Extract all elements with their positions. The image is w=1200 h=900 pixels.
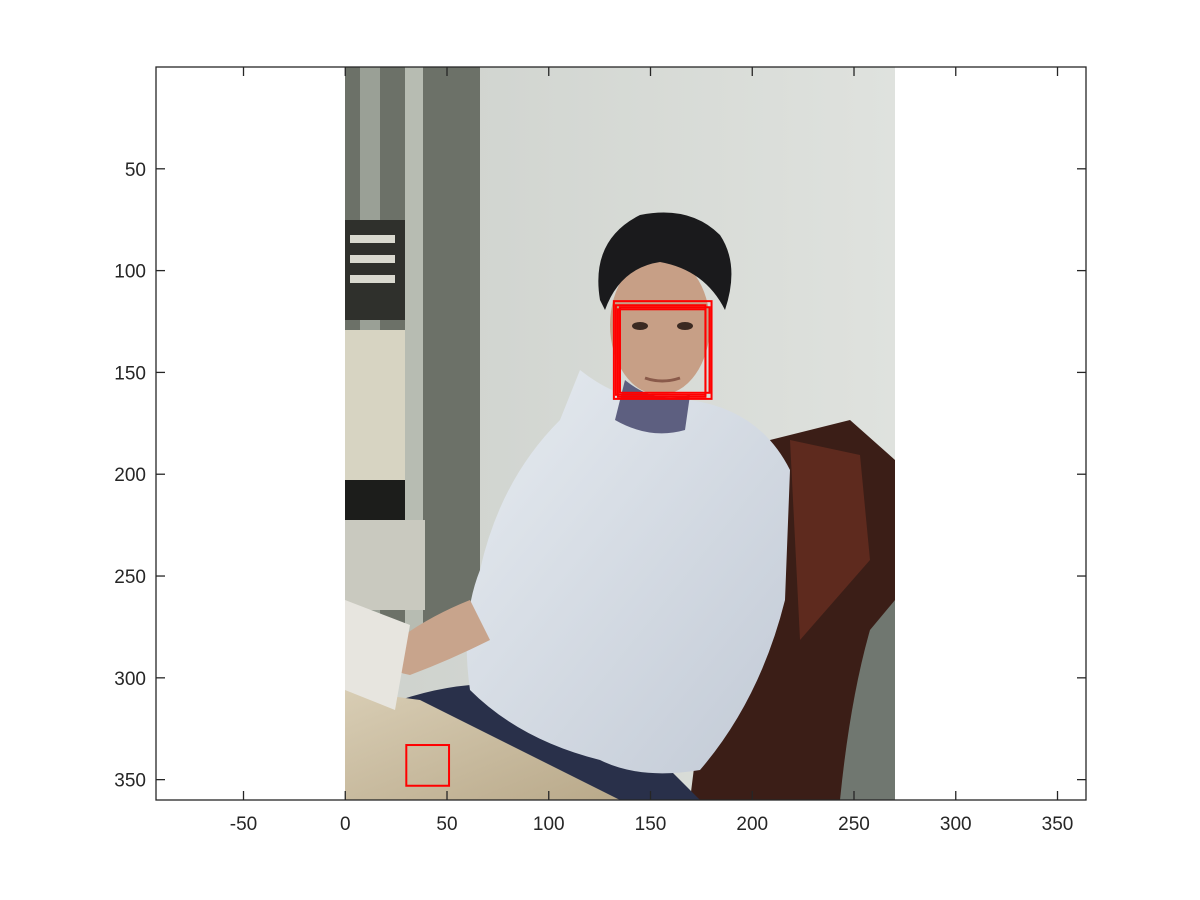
detection-box-4 — [618, 306, 711, 394]
y-tick-label: 200 — [114, 465, 146, 486]
y-tick-label: 300 — [114, 669, 146, 690]
x-tick-label: 50 — [436, 814, 457, 835]
detection-boxes — [405, 300, 713, 787]
x-tick-label: 250 — [838, 814, 870, 835]
x-tick-label: -50 — [230, 814, 257, 835]
background-person — [840, 600, 895, 800]
photo — [345, 67, 895, 800]
x-tick-label: 100 — [533, 814, 565, 835]
x-tick-label: 300 — [940, 814, 972, 835]
sweater — [466, 370, 790, 774]
laptop — [345, 600, 410, 710]
y-tick-label: 150 — [114, 363, 146, 384]
axes-box — [155, 66, 1087, 801]
detection-box-1 — [612, 300, 713, 400]
x-tick-label: 150 — [635, 814, 667, 835]
x-tick-label: 0 — [340, 814, 351, 835]
desk — [345, 690, 620, 800]
y-tick-label: 50 — [125, 160, 146, 181]
face — [610, 255, 710, 395]
chair-cushion — [790, 440, 870, 640]
hand — [384, 600, 490, 675]
x-tick-label: 350 — [1042, 814, 1074, 835]
server-rack — [345, 67, 480, 667]
hair — [598, 212, 732, 310]
y-tick-label: 250 — [114, 567, 146, 588]
x-tick-label: 200 — [736, 814, 768, 835]
detection-box-5 — [405, 744, 451, 787]
y-tick-label: 100 — [114, 262, 146, 283]
detection-box-3 — [616, 308, 707, 398]
axes: -50 0 50 100 150 200 250 300 350 50 100 150 200 250 30… — [114, 66, 1087, 835]
y-tick-label: 350 — [114, 771, 146, 792]
